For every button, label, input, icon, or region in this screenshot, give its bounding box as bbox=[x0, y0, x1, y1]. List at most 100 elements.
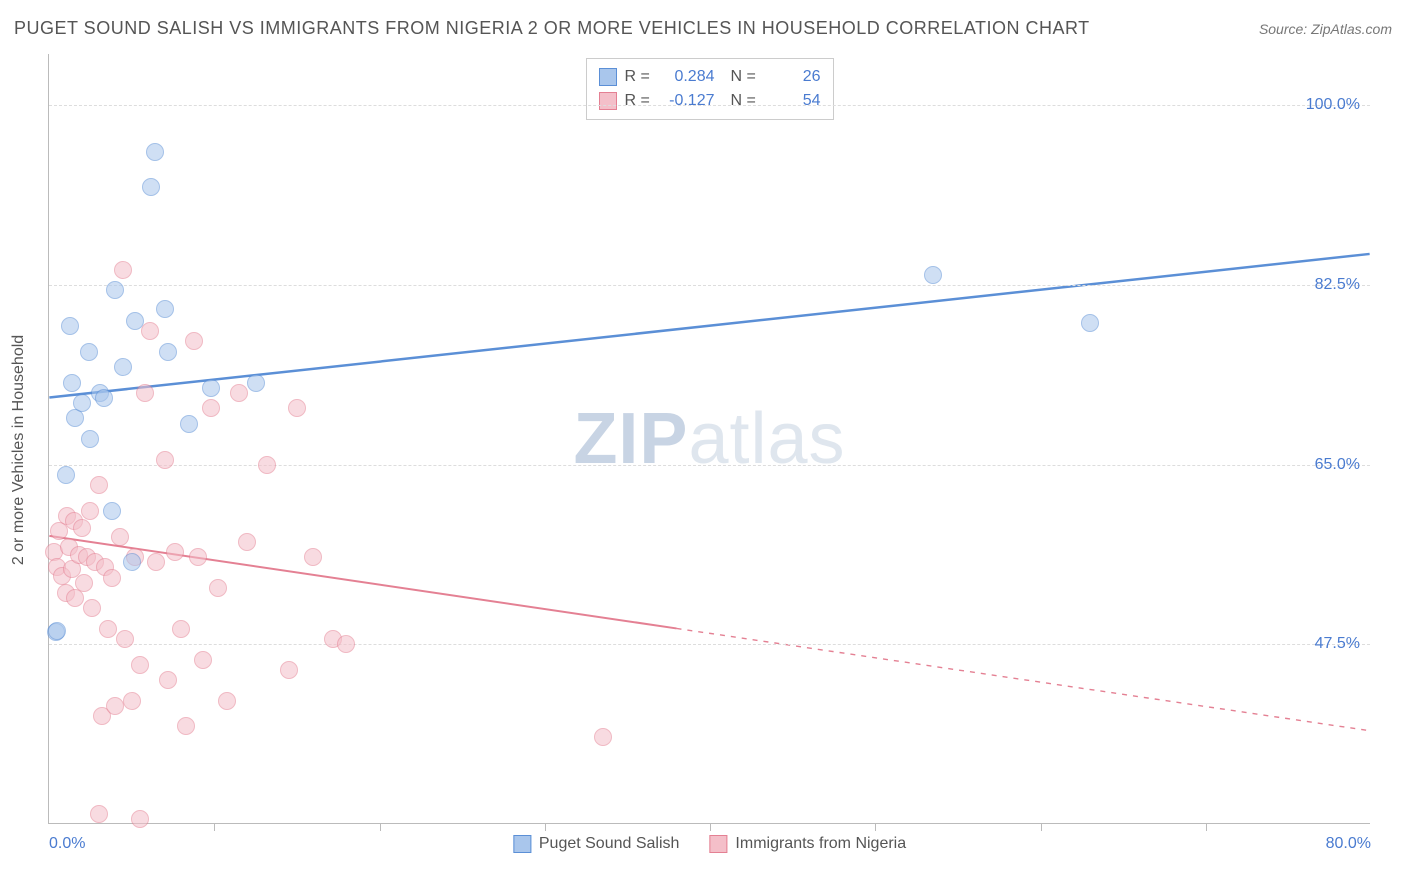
scatter-point bbox=[73, 519, 91, 537]
swatch-icon bbox=[599, 92, 617, 110]
scatter-point bbox=[66, 589, 84, 607]
stat-r-label: R = bbox=[625, 89, 653, 113]
scatter-point bbox=[166, 543, 184, 561]
scatter-point bbox=[83, 599, 101, 617]
scatter-point bbox=[142, 178, 160, 196]
x-tick-mark bbox=[710, 823, 711, 831]
scatter-point bbox=[924, 266, 942, 284]
y-tick-label: 82.5% bbox=[1315, 276, 1360, 294]
scatter-point bbox=[230, 384, 248, 402]
watermark: ZIPatlas bbox=[573, 398, 845, 480]
scatter-chart: ZIPatlas R = 0.284 N = 26 R = -0.127 N =… bbox=[48, 54, 1370, 824]
chart-title: PUGET SOUND SALISH VS IMMIGRANTS FROM NI… bbox=[14, 18, 1090, 39]
stats-row-1: R = 0.284 N = 26 bbox=[599, 65, 821, 89]
scatter-point bbox=[75, 574, 93, 592]
scatter-point bbox=[80, 343, 98, 361]
scatter-point bbox=[131, 656, 149, 674]
stat-r-value: 0.284 bbox=[661, 65, 715, 89]
y-axis-label: 2 or more Vehicles in Household bbox=[10, 335, 28, 565]
gridline bbox=[49, 644, 1370, 645]
x-tick-mark bbox=[1206, 823, 1207, 831]
x-tick-label: 0.0% bbox=[49, 835, 85, 853]
source-label: Source: ZipAtlas.com bbox=[1259, 21, 1392, 37]
scatter-point bbox=[73, 394, 91, 412]
scatter-point bbox=[103, 502, 121, 520]
series-legend: Puget Sound Salish Immigrants from Niger… bbox=[513, 835, 906, 853]
scatter-point bbox=[90, 476, 108, 494]
swatch-icon bbox=[599, 68, 617, 86]
scatter-point bbox=[61, 317, 79, 335]
x-tick-mark bbox=[1041, 823, 1042, 831]
scatter-point bbox=[185, 332, 203, 350]
scatter-point bbox=[218, 692, 236, 710]
gridline bbox=[49, 285, 1370, 286]
stat-n-label: N = bbox=[731, 89, 759, 113]
scatter-point bbox=[123, 692, 141, 710]
y-tick-label: 100.0% bbox=[1306, 96, 1360, 114]
scatter-point bbox=[57, 466, 75, 484]
legend-item-1: Puget Sound Salish bbox=[513, 835, 680, 853]
stats-row-2: R = -0.127 N = 54 bbox=[599, 89, 821, 113]
scatter-point bbox=[172, 620, 190, 638]
scatter-point bbox=[123, 553, 141, 571]
x-tick-mark bbox=[875, 823, 876, 831]
scatter-point bbox=[288, 399, 306, 417]
legend-label: Puget Sound Salish bbox=[539, 835, 680, 853]
stats-legend: R = 0.284 N = 26 R = -0.127 N = 54 bbox=[586, 58, 834, 120]
scatter-point bbox=[116, 630, 134, 648]
scatter-point bbox=[103, 569, 121, 587]
scatter-point bbox=[66, 409, 84, 427]
scatter-point bbox=[81, 502, 99, 520]
scatter-point bbox=[238, 533, 256, 551]
scatter-point bbox=[106, 697, 124, 715]
legend-item-2: Immigrants from Nigeria bbox=[709, 835, 906, 853]
scatter-point bbox=[202, 399, 220, 417]
scatter-point bbox=[90, 805, 108, 823]
scatter-point bbox=[48, 622, 66, 640]
scatter-point bbox=[156, 300, 174, 318]
stat-n-label: N = bbox=[731, 65, 759, 89]
legend-label: Immigrants from Nigeria bbox=[735, 835, 906, 853]
scatter-point bbox=[159, 343, 177, 361]
scatter-point bbox=[147, 553, 165, 571]
scatter-point bbox=[159, 671, 177, 689]
scatter-point bbox=[189, 548, 207, 566]
stat-r-label: R = bbox=[625, 65, 653, 89]
scatter-point bbox=[258, 456, 276, 474]
scatter-point bbox=[156, 451, 174, 469]
scatter-point bbox=[337, 635, 355, 653]
scatter-point bbox=[114, 358, 132, 376]
gridline bbox=[49, 465, 1370, 466]
x-tick-mark bbox=[380, 823, 381, 831]
scatter-point bbox=[594, 728, 612, 746]
x-tick-mark bbox=[545, 823, 546, 831]
scatter-point bbox=[146, 143, 164, 161]
scatter-point bbox=[194, 651, 212, 669]
scatter-point bbox=[247, 374, 265, 392]
gridline bbox=[49, 105, 1370, 106]
x-tick-mark bbox=[214, 823, 215, 831]
scatter-point bbox=[304, 548, 322, 566]
y-tick-label: 47.5% bbox=[1315, 635, 1360, 653]
scatter-point bbox=[106, 281, 124, 299]
scatter-point bbox=[1081, 314, 1099, 332]
y-tick-label: 65.0% bbox=[1315, 456, 1360, 474]
stat-n-value: 26 bbox=[767, 65, 821, 89]
scatter-point bbox=[126, 312, 144, 330]
scatter-point bbox=[280, 661, 298, 679]
scatter-point bbox=[180, 415, 198, 433]
x-tick-label: 80.0% bbox=[1326, 835, 1371, 853]
stat-n-value: 54 bbox=[767, 89, 821, 113]
scatter-point bbox=[111, 528, 129, 546]
scatter-point bbox=[141, 322, 159, 340]
scatter-point bbox=[202, 379, 220, 397]
trendlines-layer bbox=[49, 54, 1370, 823]
scatter-point bbox=[114, 261, 132, 279]
scatter-point bbox=[136, 384, 154, 402]
scatter-point bbox=[131, 810, 149, 828]
scatter-point bbox=[81, 430, 99, 448]
scatter-point bbox=[63, 374, 81, 392]
scatter-point bbox=[99, 620, 117, 638]
scatter-point bbox=[209, 579, 227, 597]
stat-r-value: -0.127 bbox=[661, 89, 715, 113]
